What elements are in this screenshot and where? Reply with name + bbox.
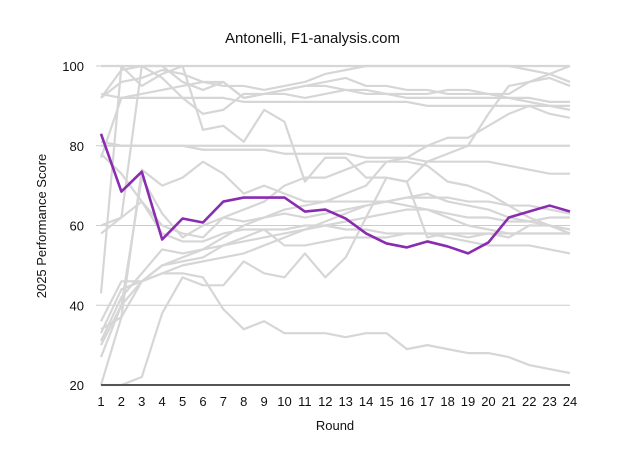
background-line (99, 228, 571, 358)
x-tick-label: 11 (298, 394, 312, 409)
y-axis-label: 2025 Performance Score (34, 154, 49, 299)
y-tick-label: 100 (62, 59, 84, 74)
background-line (100, 92, 570, 107)
x-tick-label: 21 (502, 394, 516, 409)
x-tick-label: 6 (199, 394, 206, 409)
x-tick-label: 1 (97, 394, 104, 409)
x-tick-label: 10 (277, 394, 291, 409)
x-tick-label: 17 (420, 394, 434, 409)
background-line (100, 140, 570, 175)
x-tick-label: 9 (261, 394, 268, 409)
chart-title: Antonelli, F1-analysis.com (224, 30, 401, 47)
x-tick-label: 16 (400, 394, 414, 409)
x-tick-label: 14 (359, 394, 373, 409)
x-tick-label: 19 (461, 394, 475, 409)
x-tick-label: 20 (481, 394, 495, 409)
x-tick-label: 7 (220, 394, 227, 409)
background-line (100, 192, 571, 334)
y-axis-ticks: 20 40 60 80 100 (62, 59, 84, 393)
background-line (100, 176, 570, 346)
x-tick-label: 23 (542, 394, 556, 409)
background-line (100, 196, 571, 322)
x-tick-label: 12 (318, 394, 332, 409)
background-line (100, 64, 571, 99)
x-tick-label: 5 (179, 394, 186, 409)
x-tick-label: 15 (379, 394, 393, 409)
background-line (99, 272, 571, 386)
highlight-series (99, 133, 571, 255)
y-tick-label: 40 (70, 298, 84, 313)
background-line (100, 208, 570, 342)
y-tick-label: 80 (70, 139, 84, 154)
highlight-line (99, 133, 571, 255)
x-tick-label: 13 (338, 394, 352, 409)
background-line (100, 64, 570, 235)
background-line (100, 152, 571, 239)
background-line (99, 64, 571, 294)
x-axis-ticks: 1 2 3 4 5 6 7 8 9 10 11 12 13 14 15 16 17 18 19 20 21 22 23 24 (97, 394, 577, 409)
x-tick-label: 24 (563, 394, 577, 409)
y-tick-label: 60 (70, 219, 84, 234)
x-tick-label: 22 (522, 394, 536, 409)
background-line (100, 64, 571, 115)
y-tick-label: 20 (70, 378, 84, 393)
x-axis-label: Round (316, 418, 354, 433)
x-tick-label: 8 (240, 394, 247, 409)
x-tick-label: 18 (440, 394, 454, 409)
background-series (99, 64, 571, 387)
background-line (100, 104, 571, 331)
x-tick-label: 2 (118, 394, 125, 409)
x-tick-label: 3 (138, 394, 145, 409)
background-line (101, 176, 571, 387)
background-line (100, 200, 570, 243)
x-tick-label: 4 (159, 394, 166, 409)
